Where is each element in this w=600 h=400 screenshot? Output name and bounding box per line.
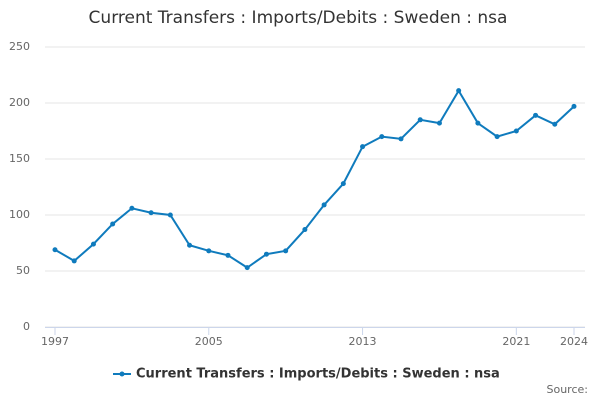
point [148, 210, 154, 216]
point [513, 128, 519, 134]
y-tick-label: 50 [16, 264, 30, 277]
y-tick-label: 100 [9, 208, 30, 221]
x-tick-label: 2021 [502, 335, 530, 348]
point [475, 120, 481, 126]
point [225, 252, 231, 258]
line [54, 88, 575, 269]
point [263, 251, 269, 257]
point [52, 247, 58, 253]
point [360, 144, 366, 150]
point [110, 221, 116, 227]
point [436, 120, 442, 126]
point [187, 242, 193, 248]
y-tick-label: 200 [9, 96, 30, 109]
point [398, 136, 404, 142]
x-tick-label: 2024 [560, 335, 588, 348]
point [321, 202, 327, 208]
y-tick-label: 0 [23, 320, 30, 333]
point [206, 248, 212, 254]
point [379, 134, 385, 140]
legend-marker [119, 371, 125, 377]
point [552, 121, 558, 127]
point [302, 227, 308, 233]
x-tick-label: 1997 [41, 335, 69, 348]
x-tick-label: 2005 [195, 335, 223, 348]
point [167, 212, 173, 218]
point [244, 265, 250, 271]
point [417, 117, 423, 123]
point [71, 258, 77, 264]
chart-title: Current Transfers : Imports/Debits : Swe… [89, 8, 508, 28]
y-tick-label: 150 [9, 152, 30, 165]
x-tick-label: 2013 [349, 335, 377, 348]
legend-label: Current Transfers : Imports/Debits : Swe… [136, 367, 500, 382]
point [494, 134, 500, 140]
source: Source: [547, 383, 589, 396]
point [456, 88, 462, 94]
point [340, 181, 346, 187]
point [571, 103, 577, 109]
point [533, 112, 539, 118]
point [283, 248, 289, 254]
point [90, 241, 96, 247]
y-tick-label: 250 [9, 40, 30, 53]
point [129, 205, 135, 211]
